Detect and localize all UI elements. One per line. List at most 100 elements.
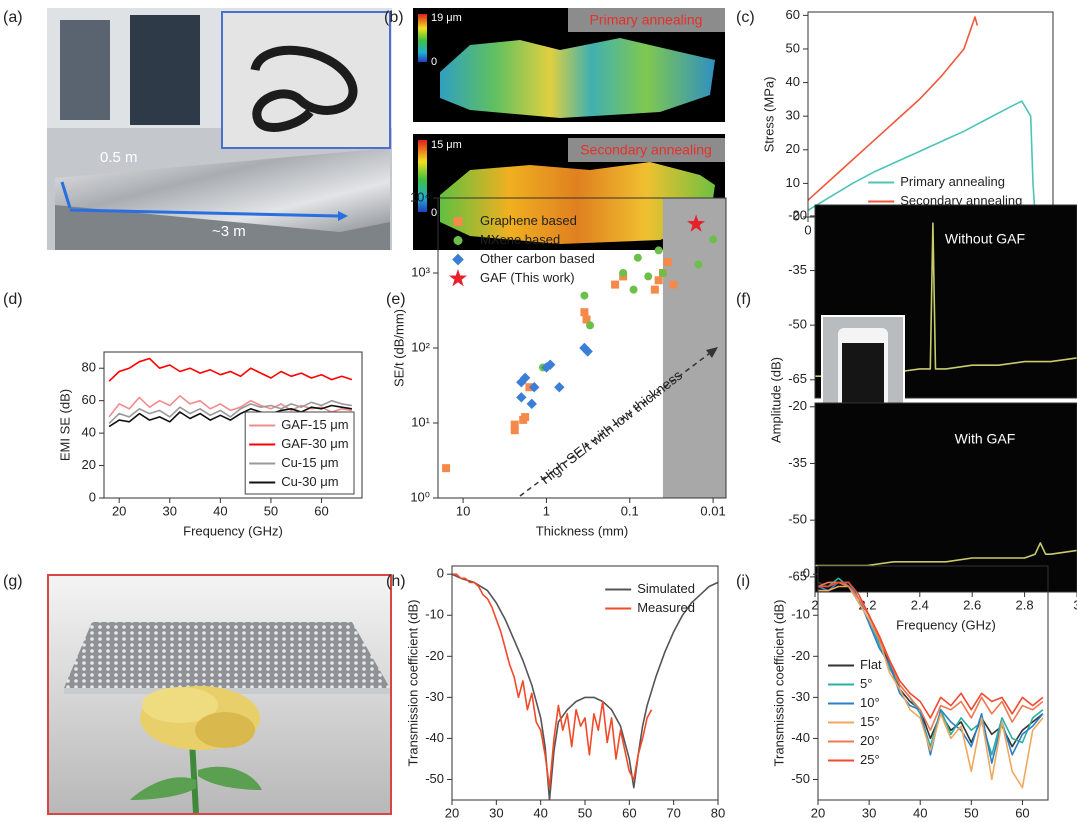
x-tick-label: 2.6 — [963, 597, 981, 612]
y-tick-label: -10 — [791, 607, 810, 622]
y-tick-label: -65 — [788, 371, 807, 386]
x-tick-label: 3 — [1073, 597, 1077, 612]
annotation: With GAF — [955, 431, 1016, 447]
y-tick-label: 10 — [786, 175, 800, 190]
legend-label: Cu-15 μm — [281, 455, 338, 470]
marker — [655, 276, 663, 284]
x-tick-label: 1 — [543, 503, 550, 518]
x-tick-label: 30 — [489, 805, 503, 820]
y-tick-label: 10² — [411, 339, 430, 354]
y-tick-label: -35 — [788, 262, 807, 277]
legend-marker — [452, 254, 464, 266]
legend-marker — [449, 269, 467, 286]
map-title: Secondary annealing — [580, 142, 712, 158]
y-tick-label: 10¹ — [411, 414, 430, 429]
y-tick-label: 10³ — [411, 264, 430, 279]
y-tick-label: -20 — [788, 398, 807, 413]
x-tick-label: 30 — [862, 805, 876, 820]
x-tick-label: 40 — [213, 503, 227, 518]
y-tick-label: 50 — [786, 40, 800, 55]
y-tick-label: -30 — [791, 689, 810, 704]
y-tick-label: 0 — [437, 566, 444, 581]
figure: 0.5 m ~3 m 19 μm 0 Primary annealing 15 … — [0, 0, 1077, 822]
y-tick-label: 10⁰ — [410, 489, 430, 504]
marker — [634, 254, 642, 262]
annotation: Without GAF — [945, 231, 1025, 247]
x-tick-label: 80 — [711, 805, 725, 820]
x-tick-label: 50 — [578, 805, 592, 820]
x-tick-label: 30 — [163, 503, 177, 518]
y-axis-label: Transmission coefficient (dB) — [771, 600, 786, 767]
y-tick-label: 20 — [82, 457, 96, 472]
marker — [659, 269, 667, 277]
x-tick-label: 60 — [622, 805, 636, 820]
legend-label: 20° — [860, 733, 880, 748]
legend-label: 15° — [860, 714, 880, 729]
y-axis-label: Transmission coefficient (dB) — [405, 600, 420, 767]
y-tick-label: -40 — [425, 730, 444, 745]
y-tick-label: -20 — [791, 648, 810, 663]
x-axis-label: Frequency (GHz) — [183, 523, 283, 538]
x-tick-label: 20 — [112, 503, 126, 518]
y-tick-label: 80 — [82, 360, 96, 375]
x-tick-label: 20 — [445, 805, 459, 820]
legend-label: 25° — [860, 752, 880, 767]
y-axis-label: Amplitude (dB) — [768, 357, 783, 443]
marker — [580, 292, 588, 300]
y-tick-label: -50 — [788, 512, 807, 527]
y-tick-label: -20 — [788, 207, 807, 222]
marker — [442, 464, 450, 472]
marker — [630, 286, 638, 294]
y-tick-label: -50 — [791, 771, 810, 786]
y-tick-label: 0 — [89, 489, 96, 504]
legend-label: Flat — [860, 657, 882, 672]
line-series — [818, 582, 1043, 763]
panel-label: (g) — [3, 573, 23, 590]
x-tick-label: 60 — [1015, 805, 1029, 820]
marker — [527, 399, 537, 409]
marker — [694, 260, 702, 268]
legend-label: MXene based — [480, 232, 560, 247]
y-tick-label: -50 — [425, 771, 444, 786]
y-tick-label: -40 — [791, 730, 810, 745]
y-tick-label: -50 — [788, 317, 807, 332]
marker — [554, 382, 564, 392]
panel-label: (a) — [3, 9, 23, 26]
legend-label: Other carbon based — [480, 251, 595, 266]
marker — [511, 421, 519, 429]
panel-label: (e) — [386, 291, 406, 308]
y-tick-label: 30 — [786, 108, 800, 123]
y-tick-label: 20 — [786, 141, 800, 156]
panel-label: (h) — [386, 573, 406, 590]
legend-label: 10° — [860, 695, 880, 710]
marker — [655, 246, 663, 254]
y-tick-label: 40 — [82, 425, 96, 440]
marker — [651, 286, 659, 294]
legend-label: Primary annealing — [900, 174, 1005, 189]
marker — [709, 235, 717, 243]
y-tick-label: 60 — [82, 392, 96, 407]
line-series — [808, 17, 977, 200]
marker — [586, 321, 594, 329]
plot-background — [815, 403, 1077, 592]
y-tick-label: 0 — [803, 566, 810, 581]
map-title: Primary annealing — [590, 12, 703, 28]
y-tick-label: -10 — [425, 607, 444, 622]
panel-label: (f) — [736, 291, 751, 308]
line-series — [452, 574, 652, 788]
legend-label: Cu-30 μm — [281, 474, 338, 489]
legend-label: Measured — [637, 600, 695, 615]
photo-g — [48, 575, 391, 814]
colorbar-label: 15 μm — [431, 139, 462, 151]
marker — [619, 269, 627, 277]
colorbar-label: 0 — [431, 56, 437, 68]
plot-frame — [818, 566, 1048, 800]
panel-label: (b) — [384, 9, 404, 26]
x-axis-label: Thickness (mm) — [536, 523, 628, 538]
marker — [664, 258, 672, 266]
y-tick-label: -20 — [425, 648, 444, 663]
x-tick-label: 50 — [264, 503, 278, 518]
legend-marker — [454, 217, 463, 226]
x-tick-label: 10 — [456, 503, 470, 518]
marker — [580, 308, 588, 316]
